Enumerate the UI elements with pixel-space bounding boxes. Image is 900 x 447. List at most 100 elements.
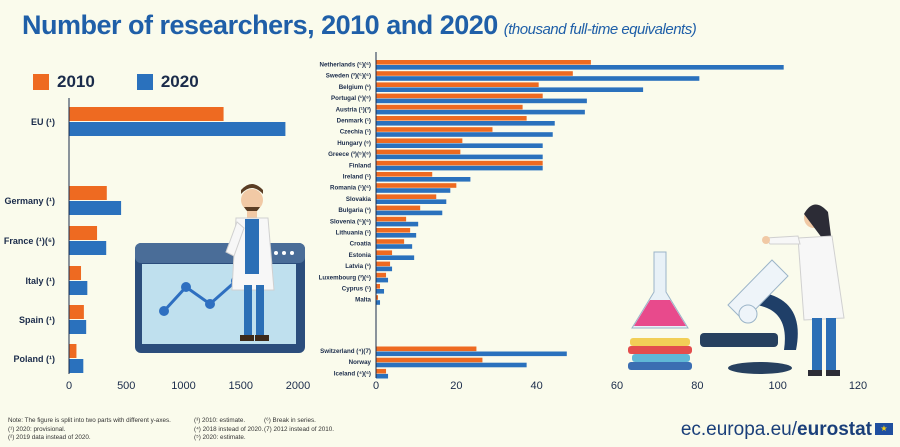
bar-2020 [69,281,88,295]
note-line: (7) 2012 instead of 2010. [264,425,335,433]
bar-2020 [69,122,286,136]
chart-left-panel: 0 500 1000 1500 2000 EU (¹) Germany (¹) France … [4,98,310,392]
eurostat-brand[interactable]: ec.europa.eu/eurostat [681,419,872,441]
chart-title: Number of researchers, 2010 and 2020 (tho… [22,10,697,41]
bar-2020 [376,300,381,305]
bar-2020 [376,65,784,70]
category-label: Germany (¹) [4,196,55,206]
x-tick-label: 80 [691,380,703,392]
legend-swatch-2020 [136,74,153,90]
legend-item-2010: 2010 [33,72,95,92]
category-label: Lithuania (¹) [336,230,371,237]
scientist-woman-illustration [762,204,845,376]
bar-2010 [376,172,433,177]
category-label: Croatia [350,241,372,248]
x-tick-label: 500 [117,380,135,392]
note-line: (³) 2010: estimate. [194,417,246,424]
category-label: Slovakia [346,196,372,203]
bar-2020 [376,188,451,193]
eu-flag-icon: ★ [875,423,893,435]
bar-2020 [376,266,393,272]
category-label: Cyprus (¹) [342,286,371,293]
category-label: Estonia [349,252,372,259]
bar-2010 [376,357,483,363]
note-line: (⁶) Break in series. [264,417,316,424]
category-label: Denmark (¹) [337,118,371,125]
bar-2020 [376,154,543,160]
bar-2020 [69,241,107,255]
category-label: Italy (¹) [25,276,55,286]
category-label: Sweden (³)(⁵)(⁶) [326,73,371,80]
bar-2010 [69,107,224,121]
bar-2020 [376,233,417,238]
category-label: EU (¹) [31,117,55,127]
category-label: Greece (³)(⁵)(⁶) [328,151,371,158]
bar-2020 [376,199,447,204]
category-label: Malta [355,297,371,304]
bar-2010 [69,226,98,240]
lab-equipment-illustration [628,251,798,374]
x-tick-label: 1000 [171,380,195,392]
note-line: (⁵) 2020: estimate. [194,434,246,441]
bar-2010 [376,250,393,255]
category-label: Iceland (⁴)(⁶) [334,370,371,377]
bar-2020 [376,362,527,368]
bar-2010 [376,82,539,87]
bar-2020 [376,244,413,249]
bar-2010 [376,216,407,222]
bar-2020 [376,255,415,260]
note-line: (¹) 2020: provisional. [8,425,66,433]
bar-2010 [376,284,381,289]
bar-2020 [376,87,644,92]
legend-label-2010: 2010 [57,72,95,91]
presentation-board-illustration [135,243,305,353]
x-tick-label: 1500 [229,380,253,392]
bar-2010 [376,60,591,65]
bar-2020 [376,143,543,148]
bar-2020 [69,320,87,334]
bar-2020 [376,351,567,357]
bar-2010 [376,160,543,166]
bar-2020 [376,221,419,227]
bar-2020 [376,289,385,294]
bar-2020 [376,373,389,379]
bar-2020 [69,359,84,373]
bar-2020 [376,132,553,137]
x-tick-label: 20 [450,380,462,392]
category-label: Czechia (¹) [340,129,371,136]
x-tick-label: 120 [849,380,867,392]
bar-2010 [376,194,437,199]
bar-2010 [69,186,107,200]
category-label: Romania (¹)(⁶) [330,185,371,192]
bar-2010 [376,104,523,110]
legend-item-2020: 2020 [136,72,199,92]
category-label: Hungary (⁶) [337,140,371,147]
bar-2020 [376,277,389,283]
bar-2020 [376,76,700,81]
notes-col-1: Note: The figure is split into two parts… [8,417,188,443]
bar-2020 [376,109,585,115]
title-text: Number of researchers, 2010 and 2020 [22,10,498,40]
bar-2010 [376,149,461,155]
bar-2020 [376,165,543,171]
category-label: France (¹)(⁶) [4,236,55,246]
bar-2020 [376,121,555,126]
category-label: Austria (¹)(³) [336,106,371,113]
x-tick-label: 0 [373,380,379,392]
bar-2010 [376,205,421,211]
bar-2020 [376,177,471,182]
legend: 2010 2020 [33,72,241,92]
note-line: (⁴) 2018 instead of 2020. [194,425,264,433]
chart-right-panel: 0 20 40 60 80 100 120 Netherlands (⁵)(⁶) Sweden … [319,52,867,392]
bar-2010 [376,239,405,244]
category-label: Poland (¹) [14,354,56,364]
category-label: Spain (¹) [19,315,55,325]
bar-2010 [376,127,493,132]
bar-2010 [69,344,77,358]
legend-swatch-2010 [33,74,49,90]
bar-2010 [376,261,391,267]
chart-subtitle: (thousand full-time equivalents) [503,21,697,38]
bar-2010 [376,116,527,121]
bar-2020 [69,201,122,215]
